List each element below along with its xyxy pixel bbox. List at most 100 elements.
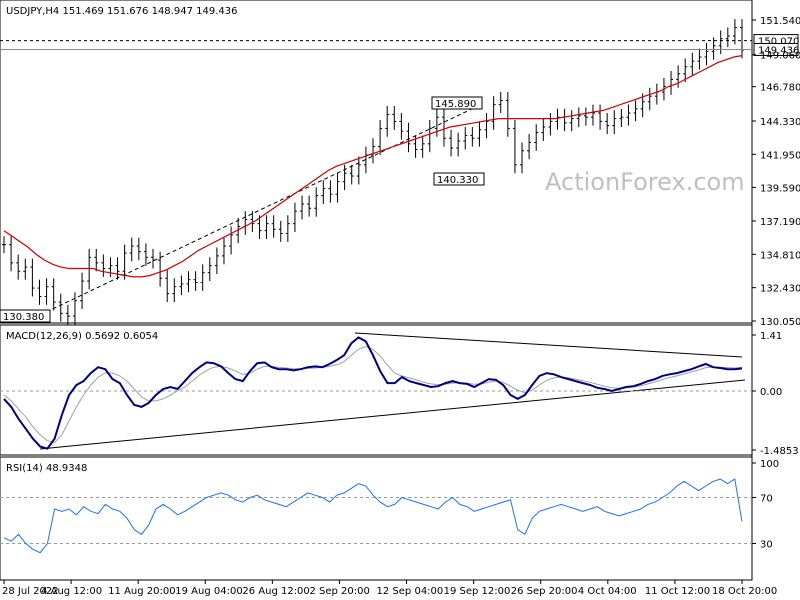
price-bar	[80, 272, 85, 310]
y-tick-label: 146.780	[760, 83, 800, 94]
x-tick-label: 19 Aug 04:00	[175, 586, 242, 597]
price-bar	[385, 106, 390, 137]
price-bar	[406, 122, 411, 153]
price-bar	[725, 27, 730, 48]
price-bar	[87, 248, 92, 290]
price-bar	[498, 91, 503, 114]
x-tick-label: 4 Oct 04:00	[578, 586, 637, 597]
price-trendline	[39, 104, 481, 316]
price-bar	[470, 127, 475, 147]
price-bar	[463, 127, 468, 150]
price-bar	[491, 96, 496, 130]
price-bar	[271, 215, 276, 238]
x-tick-label: 18 Oct 20:00	[712, 586, 777, 597]
price-bar	[704, 42, 709, 66]
y-tick-label: 144.330	[760, 117, 800, 128]
price-tag-label: 150.070	[758, 37, 799, 48]
price-bar	[16, 254, 21, 280]
price-bar	[115, 257, 120, 280]
price-bar	[449, 129, 454, 157]
y-tick-label: 137.190	[760, 217, 800, 228]
price-bar	[257, 215, 262, 240]
rsi-y-tick-label: 100	[760, 459, 779, 470]
price-bar	[676, 65, 681, 88]
annotation-box	[433, 172, 485, 186]
price-bar	[328, 180, 333, 203]
price-bar	[605, 113, 610, 135]
macd-upper-trendline	[354, 332, 743, 358]
price-bar	[576, 107, 581, 128]
price-bar	[236, 218, 241, 244]
price-bar	[221, 237, 226, 265]
price-bar	[30, 258, 35, 297]
price-bar	[548, 113, 553, 136]
price-bar	[711, 37, 716, 60]
price-bar	[612, 110, 617, 135]
annotation-label: 140.330	[437, 175, 478, 186]
price-bar	[690, 52, 695, 76]
price-bar	[94, 248, 99, 272]
price-bar	[65, 304, 70, 325]
x-tick-label: 19 Sep 12:00	[444, 586, 511, 597]
price-bar	[598, 104, 603, 130]
price-bar	[179, 275, 184, 296]
price-bar	[314, 187, 319, 217]
price-bar	[278, 220, 283, 242]
rsi-y-tick-label: 70	[760, 494, 773, 505]
price-bar	[58, 293, 63, 322]
rsi-label: RSI(14) 48.9348	[6, 463, 87, 474]
price-tag-box	[753, 42, 799, 56]
x-tick-label: 11 Oct 12:00	[645, 586, 710, 597]
macd-lower-trendline	[39, 379, 746, 450]
price-bar	[718, 30, 723, 55]
price-bar	[101, 254, 106, 277]
price-bar	[441, 108, 446, 147]
x-tick-label: 12 Sep 04:00	[377, 586, 444, 597]
x-tick-label: 4 Aug 12:00	[41, 586, 102, 597]
price-bar	[250, 211, 255, 233]
price-panel	[0, 0, 753, 324]
annotation-box	[0, 309, 51, 323]
x-tick-label: 28 Jul 2022	[2, 586, 59, 597]
price-bar	[647, 87, 652, 111]
y-tick-label: 141.950	[760, 150, 800, 161]
y-tick-label: 130.050	[760, 317, 800, 328]
price-bar	[356, 156, 361, 185]
price-bar	[264, 215, 269, 240]
price-bar	[477, 121, 482, 147]
x-tick-label: 2 Sep 20:00	[309, 586, 369, 597]
price-bar	[633, 100, 638, 122]
price-layer: 145.890 140.330 130.380	[0, 19, 752, 325]
macd-layer	[0, 336, 752, 450]
rsi-panel	[0, 456, 753, 581]
price-bar	[321, 180, 326, 205]
price-bar	[108, 257, 113, 277]
price-bar	[349, 164, 354, 185]
annotation-label: 130.380	[3, 312, 44, 323]
y-tick-label: 151.540	[760, 16, 800, 27]
price-bar	[555, 108, 560, 130]
price-bar	[520, 142, 525, 174]
macd-panel	[0, 324, 753, 456]
price-bar	[172, 278, 177, 303]
y-tick-label: 132.430	[760, 284, 800, 295]
price-bar	[37, 279, 42, 305]
price-bar	[23, 258, 28, 280]
price-bar	[420, 135, 425, 158]
price-bar	[193, 271, 198, 291]
price-bar	[2, 236, 6, 254]
price-bar	[683, 58, 688, 83]
price-bar	[456, 132, 461, 157]
price-bar	[527, 134, 532, 160]
price-bar	[590, 104, 595, 126]
price-bar	[505, 91, 510, 137]
price-tag-label: 149.436	[758, 45, 799, 56]
price-bar	[583, 107, 588, 126]
price-bar	[541, 118, 546, 142]
rsi-layer	[0, 478, 752, 554]
price-bar	[200, 264, 205, 291]
price-bar	[534, 124, 539, 151]
price-bar	[378, 120, 383, 156]
price-bar	[136, 237, 141, 261]
